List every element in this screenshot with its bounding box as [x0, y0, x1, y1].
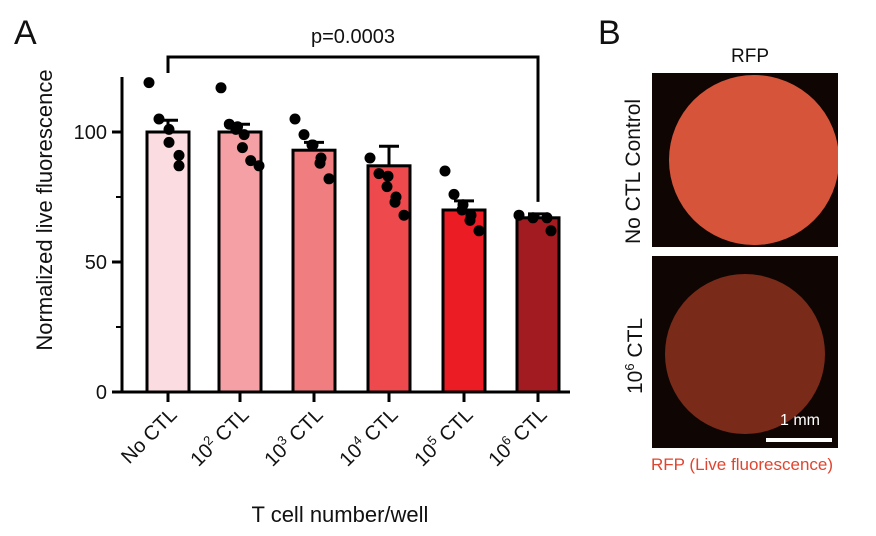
- data-point: [464, 214, 476, 226]
- y-tick-label: 0: [96, 382, 107, 404]
- data-point: [143, 77, 155, 89]
- scale-label: 1 mm: [780, 412, 820, 429]
- data-point: [456, 204, 468, 216]
- data-point: [253, 160, 265, 172]
- bar: [291, 148, 337, 394]
- data-point: [314, 157, 326, 169]
- data-point: [448, 188, 460, 200]
- x-tick-label: 104 CTL: [333, 402, 402, 471]
- data-point: [513, 209, 525, 221]
- data-point: [245, 155, 257, 167]
- data-point: [439, 165, 451, 177]
- data-point: [163, 136, 175, 148]
- p-value-label: p=0.0003: [311, 26, 395, 48]
- data-point: [389, 196, 401, 208]
- significance-bracket: [166, 55, 540, 202]
- x-tick-label: 103 CTL: [258, 402, 327, 471]
- data-point: [398, 209, 410, 221]
- rfp-title: RFP: [731, 46, 769, 67]
- data-point: [306, 139, 318, 151]
- bar: [441, 208, 487, 394]
- data-point: [238, 129, 250, 141]
- data-point: [236, 142, 248, 154]
- data-point: [473, 225, 485, 237]
- row-label-1e6-ctl: 106 CTL: [622, 317, 647, 394]
- data-point: [381, 181, 393, 193]
- data-point: [289, 113, 301, 125]
- bar: [515, 216, 561, 394]
- bar: [366, 164, 412, 394]
- data-point: [163, 123, 175, 135]
- x-tick-label: 102 CTL: [184, 402, 253, 471]
- data-point: [230, 123, 242, 135]
- bar: [145, 130, 191, 394]
- x-tick-label: No CTL: [117, 404, 181, 468]
- data-point: [364, 152, 376, 164]
- data-point: [527, 212, 539, 224]
- y-axis-label: Normalized live fluorescence: [32, 69, 57, 350]
- data-point: [373, 168, 385, 180]
- y-tick-label: 100: [74, 122, 107, 144]
- scale-bar: [766, 438, 832, 442]
- x-axis-label: T cell number/well: [252, 502, 429, 527]
- data-point: [153, 113, 165, 125]
- row-label-no-ctl: No CTL Control: [622, 98, 645, 244]
- data-point: [541, 212, 553, 224]
- plot-area: 0 50 100 Normalized live fluorescence T cell…: [32, 26, 570, 527]
- x-tick-label: 106 CTL: [482, 402, 551, 471]
- image-caption: RFP (Live fluorescence): [651, 455, 834, 474]
- data-point: [382, 170, 394, 182]
- spheroid-disk-top: [669, 75, 838, 245]
- data-point: [173, 149, 185, 161]
- data-point: [323, 173, 335, 185]
- x-tick-label: 105 CTL: [408, 402, 477, 471]
- panel-label-b: B: [598, 14, 621, 52]
- micrograph-no-ctl: [652, 73, 838, 247]
- spheroid-disk-bottom: [665, 274, 825, 434]
- bar: [217, 130, 263, 394]
- data-point: [215, 82, 227, 94]
- data-point: [298, 129, 310, 141]
- micrograph-1e6-ctl: 1 mm: [652, 256, 838, 448]
- y-tick-label: 50: [85, 252, 107, 274]
- panel-label-a: A: [14, 14, 37, 52]
- data-point: [173, 160, 185, 172]
- data-point: [545, 225, 557, 237]
